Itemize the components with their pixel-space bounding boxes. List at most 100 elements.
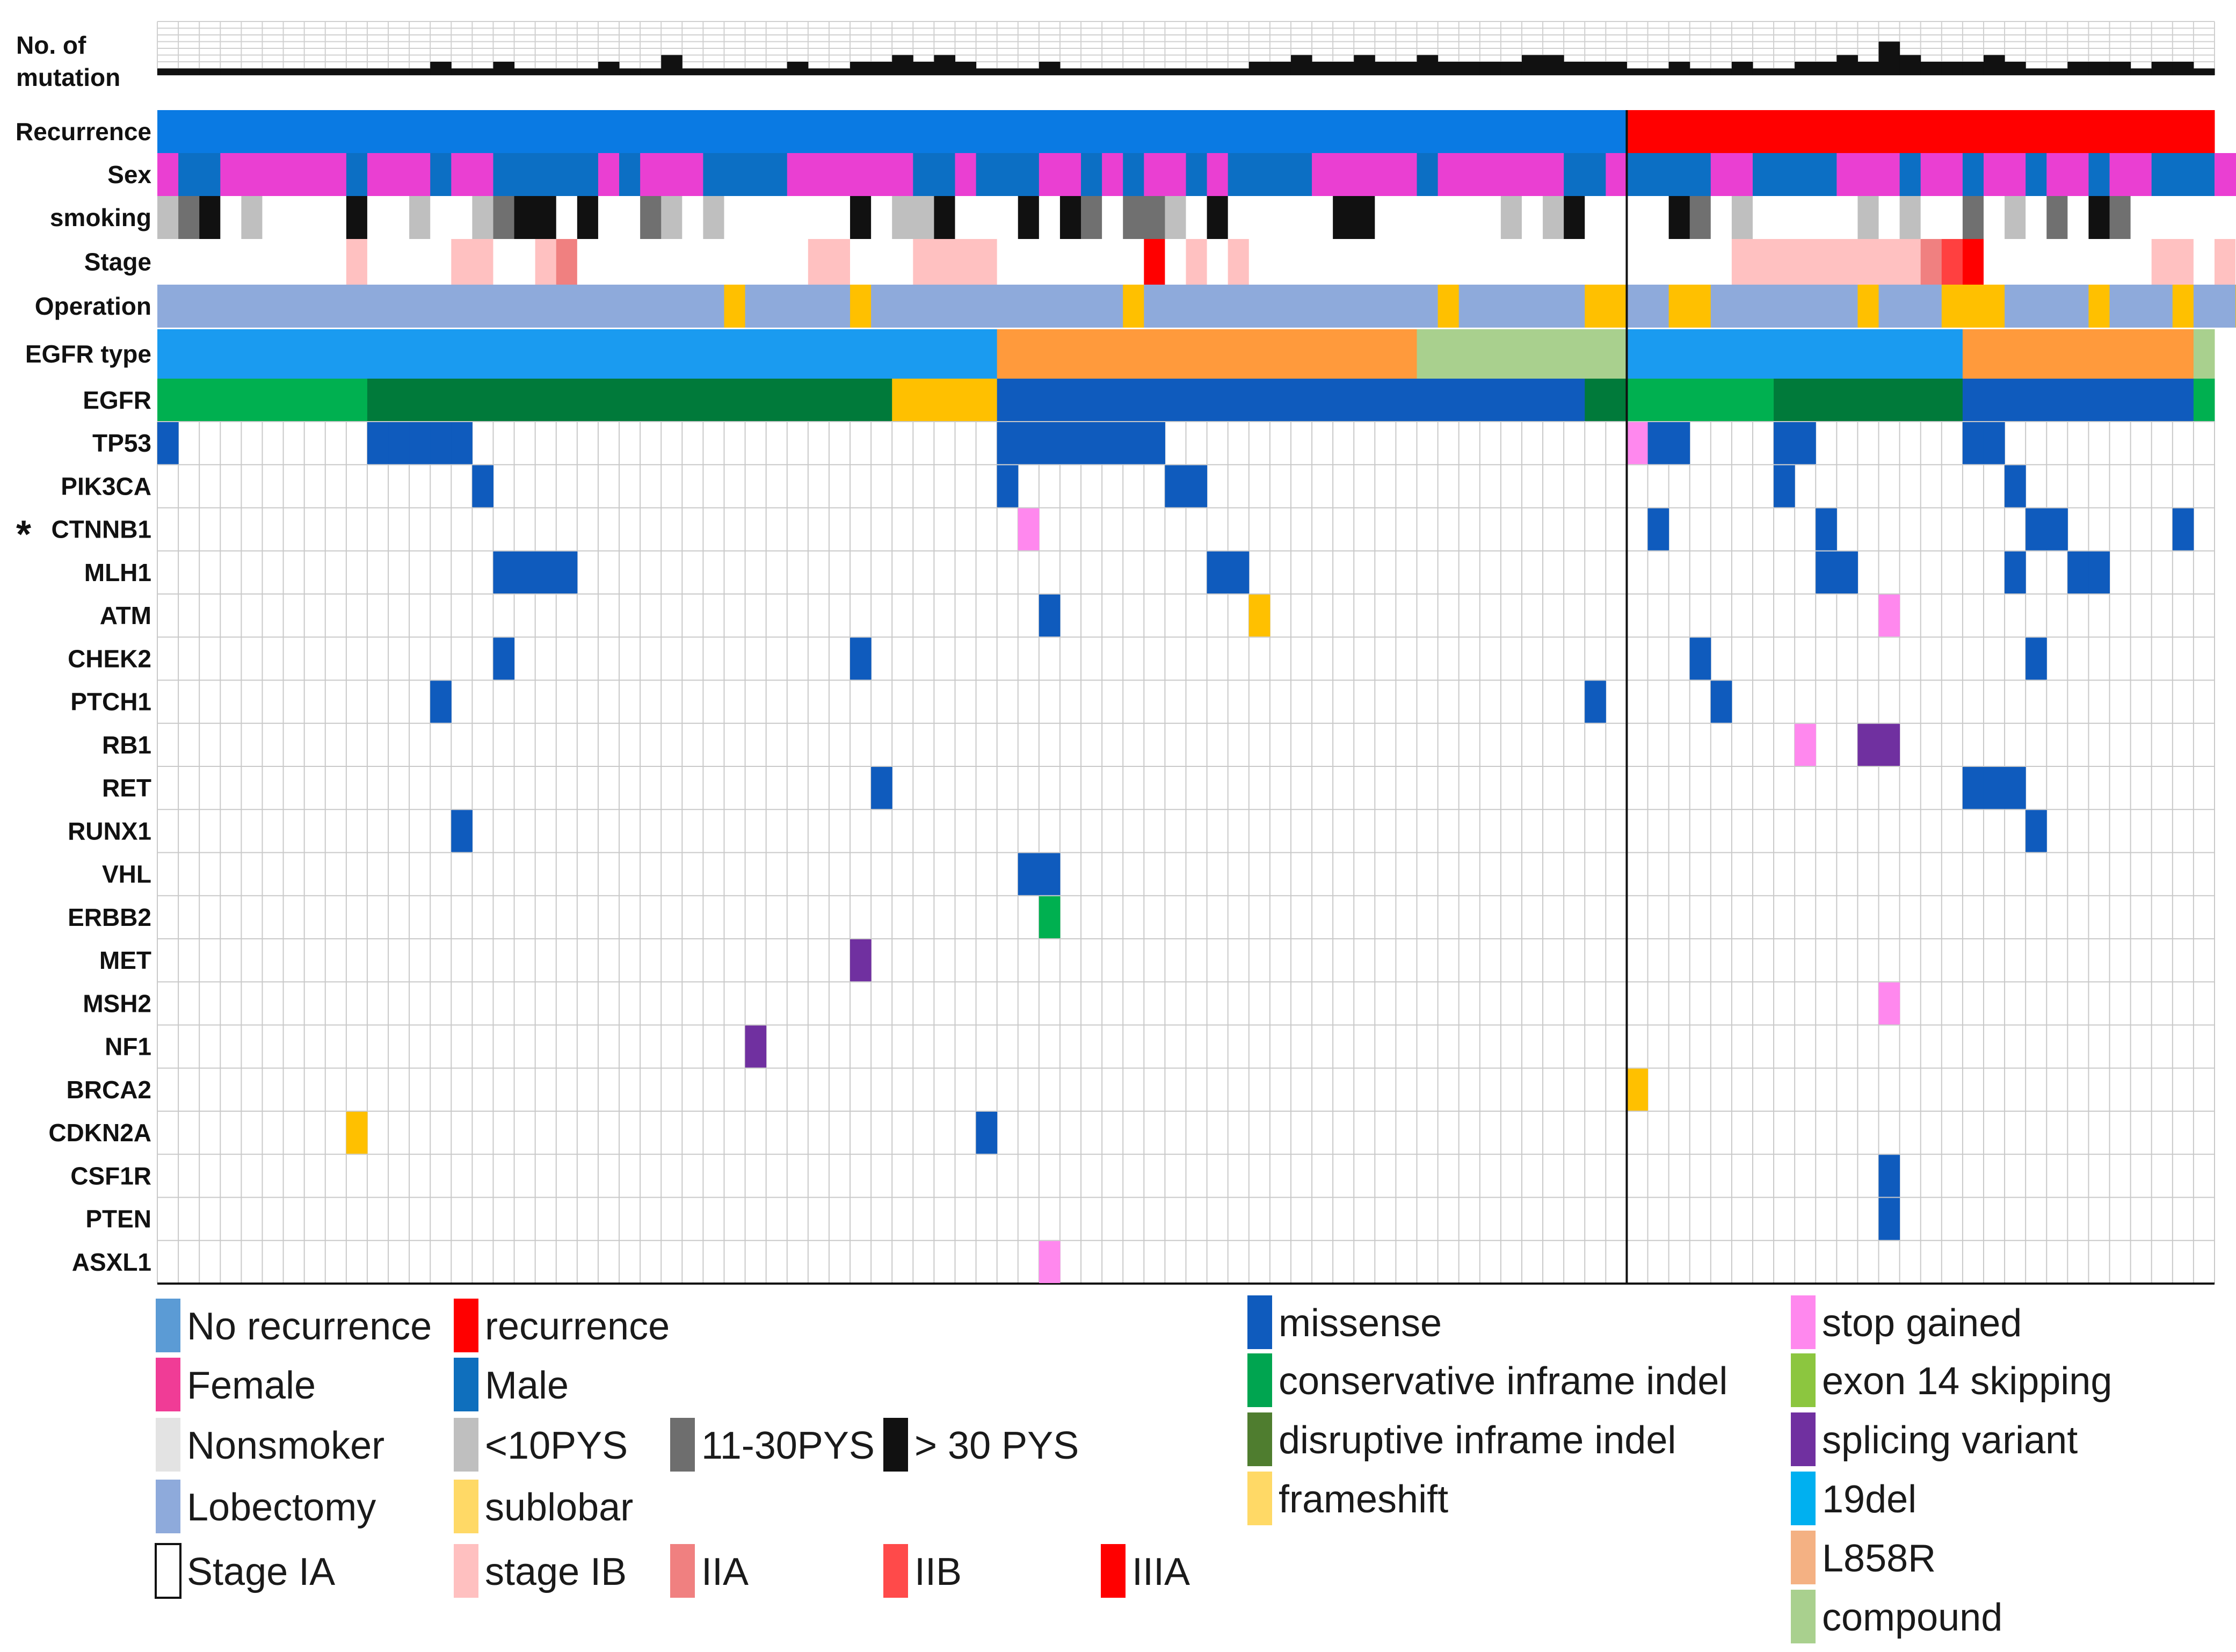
- legend-label: > 30 PYS: [914, 1424, 1079, 1467]
- track-cell-stage: [997, 239, 1144, 285]
- legend-label: disruptive inframe indel: [1279, 1419, 1676, 1462]
- track-cell-smoking: [1857, 196, 1879, 239]
- mutation-cell-tp53: [367, 422, 389, 465]
- count-bar: [955, 62, 977, 75]
- track-cell-smoking: [1543, 196, 1564, 239]
- track-cell-smoking: [241, 196, 263, 239]
- track-cell-stage: [1248, 239, 1732, 285]
- track-cell-operation: [871, 285, 1123, 328]
- track-cell-sex: [1962, 153, 1984, 196]
- track-cell-smoking: [1165, 196, 1186, 239]
- track-cell-operation: [1585, 285, 1627, 328]
- count-bar: [1543, 55, 1564, 75]
- mutation-cell-mlh1: [535, 551, 557, 593]
- track-cell-sex: [1752, 153, 1837, 196]
- track-cell-sex: [1186, 153, 1208, 196]
- gene-label: MET: [99, 946, 151, 974]
- count-bar: [577, 68, 599, 75]
- count-bar: [2193, 68, 2215, 75]
- track-cell-smoking: [955, 196, 1019, 239]
- mutation-cell-ret: [871, 767, 892, 809]
- legend-swatch: [1791, 1590, 1816, 1643]
- count-bar: [703, 68, 724, 75]
- track-cell-sex: [1207, 153, 1229, 196]
- count-bar: [1333, 62, 1354, 75]
- track-cell-stage: [2193, 239, 2215, 285]
- track-cell-sex: [1920, 153, 1963, 196]
- track-cell-sex: [2109, 153, 2152, 196]
- legend-label: L858R: [1822, 1537, 1936, 1580]
- gene-label: ERBB2: [68, 903, 151, 931]
- track-cell-operation: [1458, 285, 1585, 328]
- track-label: Sex: [107, 161, 151, 189]
- track-cell-operation: [2005, 285, 2089, 328]
- track-cell-stage: [1962, 239, 1984, 285]
- mutation-cell-mlh1: [493, 551, 515, 593]
- track-cell-sex: [598, 153, 620, 196]
- count-bar: [1059, 68, 1081, 75]
- track-cell-egfr: [997, 379, 1585, 422]
- count-bar: [850, 62, 872, 75]
- track-cell-smoking: [1186, 196, 1208, 239]
- mutation-cell-csf1r: [1878, 1155, 1900, 1197]
- track-cell-sex: [1081, 153, 1102, 196]
- mutation-cell-ret: [1962, 767, 1984, 809]
- gene-label: BRCA2: [67, 1076, 151, 1104]
- gene-label: TP53: [92, 429, 151, 457]
- mutation-cell-ret: [1983, 767, 2005, 809]
- track-cell-smoking: [493, 196, 515, 239]
- mutation-cell-tp53: [1983, 422, 2005, 465]
- count-bar: [1102, 68, 1123, 75]
- legend-label: 11-30PYS: [701, 1424, 875, 1467]
- track-cell-stage: [1731, 239, 1921, 285]
- track-cell-smoking: [1081, 196, 1102, 239]
- mutation-cell-tp53: [1962, 422, 1984, 465]
- legend-label: 19del: [1822, 1478, 1916, 1521]
- track-label: EGFR: [83, 386, 151, 414]
- track-cell-smoking: [262, 196, 347, 239]
- count-bar: [346, 68, 368, 75]
- gene-label: CSF1R: [70, 1162, 151, 1190]
- count-bar: [2026, 68, 2047, 75]
- count-bar: [1836, 55, 1858, 75]
- count-bar: [1354, 55, 1375, 75]
- count-bar: [2046, 68, 2068, 75]
- track-cell-smoking: [1668, 196, 1690, 239]
- track-cell-sex: [1417, 153, 1439, 196]
- track-cell-stage: [2215, 239, 2236, 285]
- track-cell-sex: [157, 153, 179, 196]
- track-cell-operation: [1941, 285, 2005, 328]
- mutation-cell-tp53: [1795, 422, 1816, 465]
- legend-swatch: [883, 1544, 908, 1598]
- mutation-cell-ret: [2005, 767, 2026, 809]
- track-cell-smoking: [2067, 196, 2089, 239]
- track-cell-smoking: [1039, 196, 1061, 239]
- legend-label: IIIA: [1132, 1550, 1190, 1593]
- track-cell-smoking: [178, 196, 200, 239]
- mutation-cell-mlh1: [556, 551, 578, 593]
- track-cell-sex: [493, 153, 599, 196]
- track-cell-smoking: [1207, 196, 1229, 239]
- count-bar: [2151, 62, 2173, 75]
- track-cell-smoking: [2130, 196, 2236, 239]
- count-bar: [1920, 62, 1942, 75]
- mutation-cell-atm: [1878, 595, 1900, 637]
- track-cell-egfr: [892, 379, 998, 422]
- track-cell-smoking: [2046, 196, 2068, 239]
- count-bar: [1290, 55, 1312, 75]
- mutation-cell-ctnnb1: [1816, 508, 1837, 550]
- legend-swatch: [454, 1299, 478, 1352]
- count-bar: [178, 68, 200, 75]
- track-cell-sex: [367, 153, 431, 196]
- mutation-cell-brca2: [1627, 1068, 1649, 1111]
- track-cell-operation: [1438, 285, 1460, 328]
- legend-swatch: [1791, 1353, 1816, 1407]
- mutation-cell-pik3ca: [1186, 465, 1208, 508]
- mutation-cell-tp53: [388, 422, 410, 465]
- legend-swatch: [1101, 1544, 1126, 1598]
- track-cell-sex: [913, 153, 955, 196]
- legend-swatch: [454, 1418, 478, 1472]
- track-cell-stage: [346, 239, 368, 285]
- mutation-cell-tp53: [451, 422, 473, 465]
